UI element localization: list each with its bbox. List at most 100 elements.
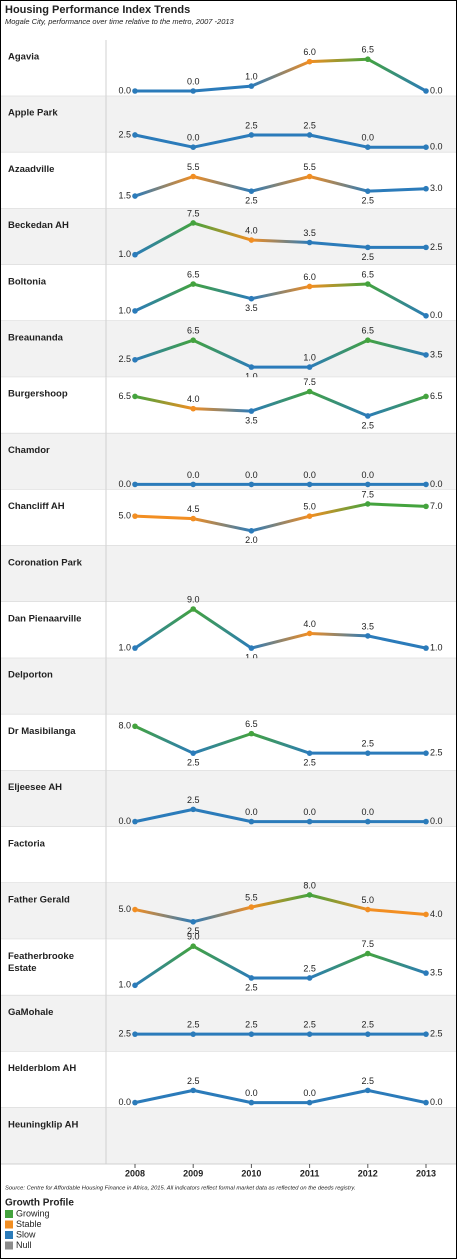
value-label: 3.0: [430, 183, 443, 193]
x-tick-label: 2012: [358, 1168, 378, 1178]
data-point: [365, 906, 371, 913]
data-point: [132, 1031, 138, 1037]
row-background: [1, 1051, 456, 1108]
x-tick-label: 2013: [416, 1168, 436, 1178]
row-label: Dan Pienaarville: [8, 614, 81, 625]
value-label: 7.5: [303, 377, 316, 387]
line-segment: [366, 394, 428, 418]
line-segment: [191, 944, 253, 980]
value-label: 7.5: [187, 208, 200, 218]
value-label: 0.0: [187, 76, 200, 86]
line-segment: [308, 282, 370, 288]
row-label: Coronation Park: [8, 557, 83, 568]
legend-swatch: [5, 1231, 13, 1239]
legend-swatch: [5, 1220, 13, 1229]
data-point: [423, 1099, 429, 1106]
data-point: [423, 244, 429, 251]
data-point: [306, 892, 313, 898]
value-label: 3.5: [430, 967, 443, 977]
data-point: [190, 144, 196, 150]
row-label: Featherbrooke Estate: [8, 951, 77, 974]
data-point: [423, 1031, 429, 1037]
value-label: 0.0: [430, 310, 443, 320]
data-point: [423, 144, 429, 150]
data-point: [423, 185, 429, 192]
value-label: 2.5: [245, 196, 258, 206]
value-label: 5.0: [118, 511, 131, 521]
row-background: [1, 995, 456, 1052]
value-label: 5.0: [118, 904, 131, 914]
data-point: [132, 982, 138, 989]
value-label: 6.5: [118, 391, 131, 401]
data-point: [132, 132, 138, 138]
data-point: [423, 88, 429, 94]
data-point: [423, 352, 429, 358]
data-point: [365, 244, 371, 251]
value-label: 6.5: [362, 326, 375, 336]
value-label: 6.5: [430, 391, 443, 401]
line-segment: [133, 282, 195, 313]
value-label: 5.5: [187, 162, 200, 172]
data-point: [306, 513, 313, 519]
line-segment: [308, 952, 370, 980]
data-point: [248, 528, 255, 534]
value-label: 3.5: [245, 415, 258, 425]
data-point: [306, 481, 313, 488]
data-point: [306, 364, 313, 370]
line-segment: [133, 908, 195, 924]
line-segment: [191, 732, 253, 755]
value-label: 0.0: [303, 1088, 316, 1098]
row-label: Eljeesee AH: [8, 782, 62, 793]
line-segment: [308, 338, 370, 369]
line-segment: [191, 517, 253, 533]
value-label: 4.0: [245, 225, 258, 235]
data-point: [248, 975, 255, 981]
value-label: 2.5: [362, 196, 375, 206]
row-label: Agavia: [8, 52, 40, 63]
row-label: Azaadville: [8, 164, 54, 175]
data-point: [190, 1031, 196, 1037]
row-label: Factoria: [8, 838, 46, 849]
data-point: [423, 503, 429, 510]
data-point: [190, 173, 196, 180]
line-segment: [133, 724, 195, 755]
data-point: [365, 144, 371, 150]
row-background: [1, 658, 456, 715]
value-label: 1.0: [118, 642, 131, 652]
data-point: [306, 818, 313, 825]
data-point: [365, 818, 371, 825]
row-background: [1, 433, 456, 490]
data-point: [423, 393, 429, 400]
row-label: Apple Park: [8, 108, 58, 119]
value-label: 7.5: [362, 489, 375, 499]
line-segment: [249, 732, 312, 755]
data-point: [132, 513, 138, 519]
line-segment: [308, 240, 370, 249]
value-label: 1.0: [245, 371, 258, 381]
data-point: [132, 88, 138, 94]
row-label: Dr Masibilanga: [8, 726, 76, 737]
value-label: 7.5: [362, 939, 375, 949]
line-segment: [133, 607, 195, 650]
value-label: 2.5: [245, 120, 258, 130]
value-label: 2.5: [187, 1076, 200, 1086]
value-label: 2.5: [362, 420, 375, 430]
value-label: 1.0: [430, 642, 443, 652]
data-point: [190, 481, 196, 488]
line-segment: [308, 893, 370, 912]
data-point: [132, 481, 138, 488]
data-point: [132, 308, 138, 314]
line-segment: [308, 133, 370, 149]
value-label: 0.0: [245, 807, 258, 817]
line-segment: [249, 631, 312, 650]
x-tick-label: 2008: [125, 1168, 145, 1178]
data-point: [190, 750, 196, 756]
line-segment: [308, 390, 370, 418]
row-label: Father Gerald: [8, 895, 70, 906]
line-segment: [366, 1088, 428, 1105]
value-label: 9.0: [187, 932, 200, 942]
line-segment: [191, 607, 253, 650]
data-point: [248, 408, 255, 414]
value-label: 5.0: [303, 502, 316, 512]
line-segment: [191, 407, 253, 413]
